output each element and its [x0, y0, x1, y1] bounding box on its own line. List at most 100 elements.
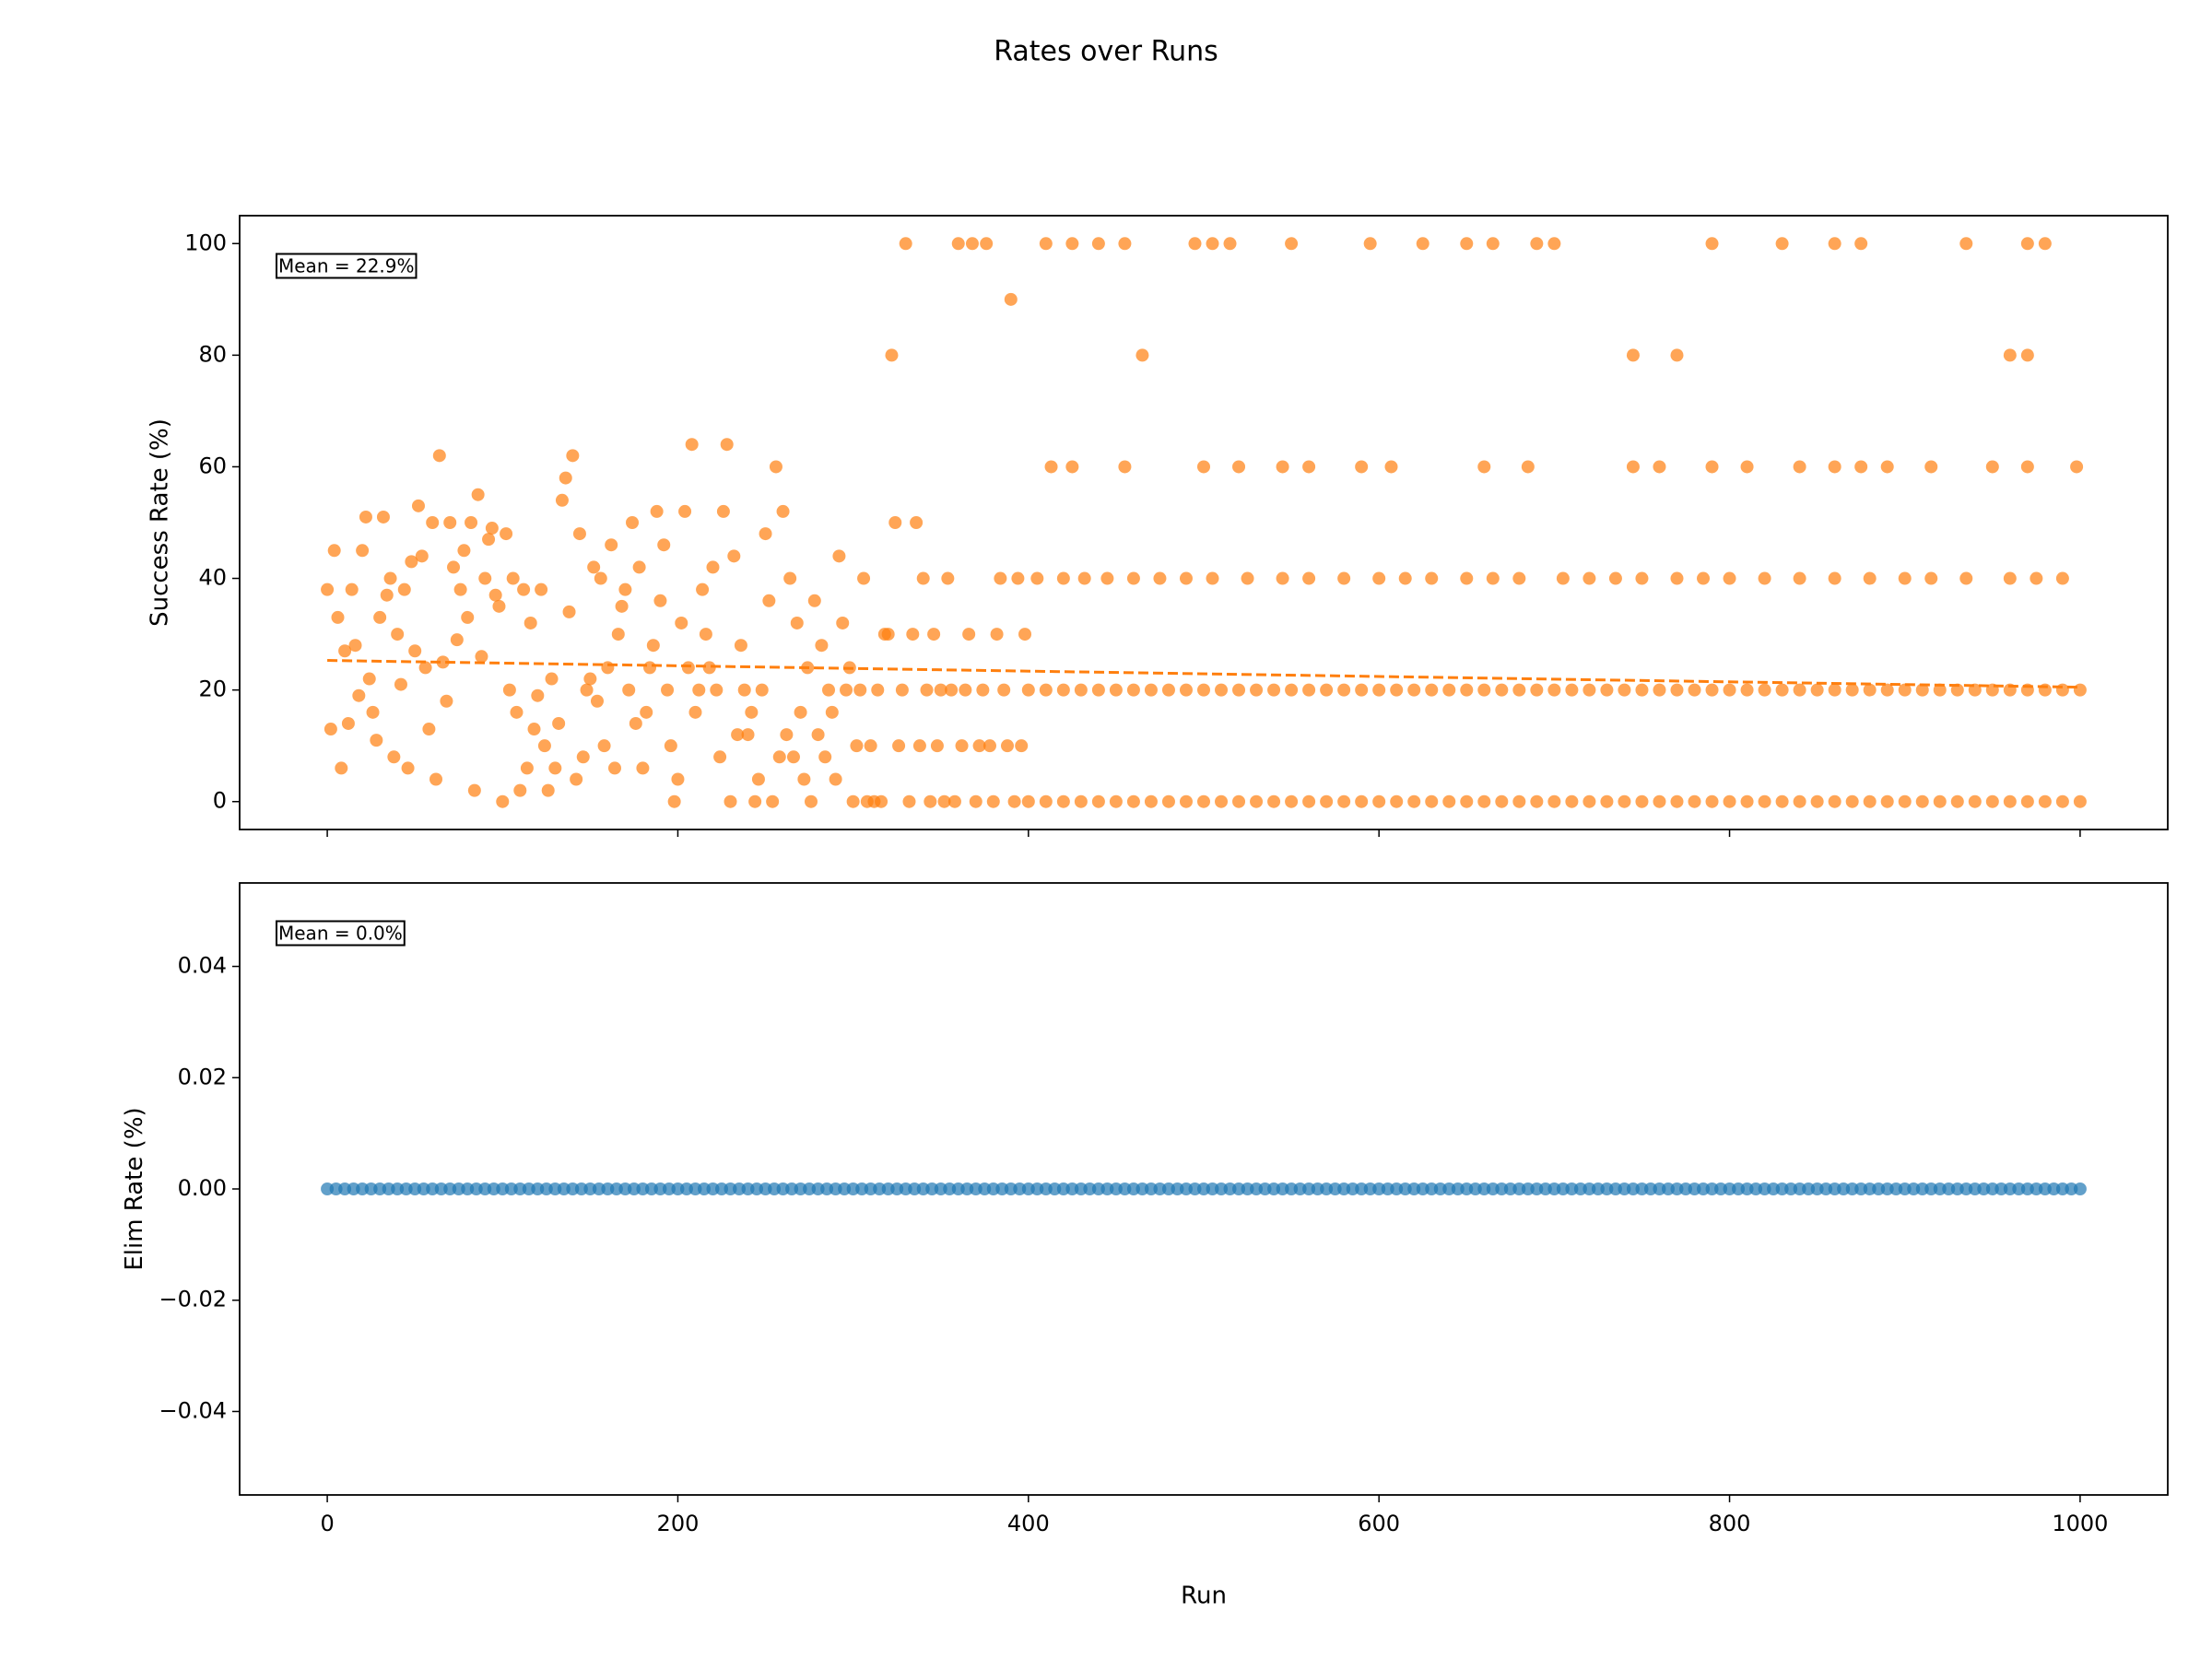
point: [443, 516, 457, 529]
point: [1723, 794, 1736, 808]
point: [1854, 237, 1868, 251]
point: [1775, 683, 1789, 697]
point: [1583, 683, 1596, 697]
point: [1950, 794, 1964, 808]
annotation: Mean = 22.9%: [278, 255, 415, 277]
point: [636, 761, 650, 775]
point: [692, 683, 706, 697]
point: [1091, 794, 1105, 808]
x-tick-label: 1000: [2052, 1511, 2108, 1536]
point: [1267, 683, 1281, 697]
annotation-box: [276, 920, 406, 947]
point: [699, 628, 712, 641]
point: [482, 533, 496, 547]
point: [899, 237, 912, 251]
point: [661, 683, 675, 697]
point: [1179, 683, 1193, 697]
point: [601, 661, 615, 675]
point: [1039, 237, 1053, 251]
point: [1197, 794, 1210, 808]
point: [1337, 571, 1351, 585]
point: [618, 582, 632, 596]
point: [380, 588, 394, 602]
point: [1161, 683, 1175, 697]
point: [2073, 1182, 2087, 1195]
point: [2003, 794, 2017, 808]
point: [1407, 683, 1421, 697]
point: [745, 705, 759, 719]
point: [341, 716, 355, 730]
point: [755, 683, 769, 697]
point: [465, 516, 478, 529]
point: [583, 672, 597, 686]
point: [1608, 571, 1622, 585]
y-tick-label: 60: [198, 453, 227, 478]
point: [383, 571, 397, 585]
point: [1547, 237, 1561, 251]
point: [629, 716, 642, 730]
point: [447, 560, 461, 574]
point: [1556, 571, 1570, 585]
point: [348, 639, 362, 653]
point: [356, 544, 370, 558]
point: [632, 560, 646, 574]
point: [576, 750, 590, 764]
point: [1740, 794, 1754, 808]
point: [1091, 237, 1105, 251]
point: [2073, 683, 2087, 697]
point: [1775, 794, 1789, 808]
point: [846, 794, 860, 808]
point: [980, 237, 994, 251]
point: [840, 683, 853, 697]
point: [976, 683, 990, 697]
point: [1232, 683, 1246, 697]
point: [822, 683, 836, 697]
point: [1924, 571, 1938, 585]
point: [1863, 571, 1877, 585]
point: [345, 582, 359, 596]
point: [362, 672, 376, 686]
point: [1250, 683, 1264, 697]
x-tick-label: 800: [1709, 1511, 1751, 1536]
point: [1670, 348, 1684, 362]
point: [1705, 683, 1719, 697]
point: [871, 683, 885, 697]
point: [1044, 460, 1058, 474]
point: [906, 628, 920, 641]
point: [1197, 460, 1210, 474]
point: [1206, 571, 1219, 585]
point: [1530, 794, 1544, 808]
point: [352, 688, 366, 702]
point: [836, 616, 850, 629]
point: [1144, 794, 1158, 808]
point: [895, 683, 909, 697]
point: [664, 739, 677, 753]
point: [1530, 683, 1544, 697]
point: [916, 571, 930, 585]
point: [2038, 237, 2052, 251]
point: [716, 504, 730, 518]
point: [1302, 460, 1316, 474]
point: [401, 761, 415, 775]
point: [825, 705, 839, 719]
point: [411, 499, 425, 512]
point: [1705, 460, 1719, 474]
point: [1635, 794, 1649, 808]
point: [710, 683, 724, 697]
x-tick-label: 400: [1007, 1511, 1050, 1536]
point: [1810, 683, 1824, 697]
point: [734, 639, 747, 653]
point: [587, 560, 601, 574]
point: [1065, 460, 1079, 474]
point: [1486, 571, 1500, 585]
point: [1924, 460, 1938, 474]
point: [1845, 683, 1859, 697]
point: [1959, 571, 1973, 585]
point: [1626, 348, 1640, 362]
point: [1100, 571, 1114, 585]
point: [1828, 683, 1841, 697]
point: [1583, 794, 1596, 808]
point: [1337, 794, 1351, 808]
point: [335, 761, 348, 775]
point: [1030, 571, 1044, 585]
